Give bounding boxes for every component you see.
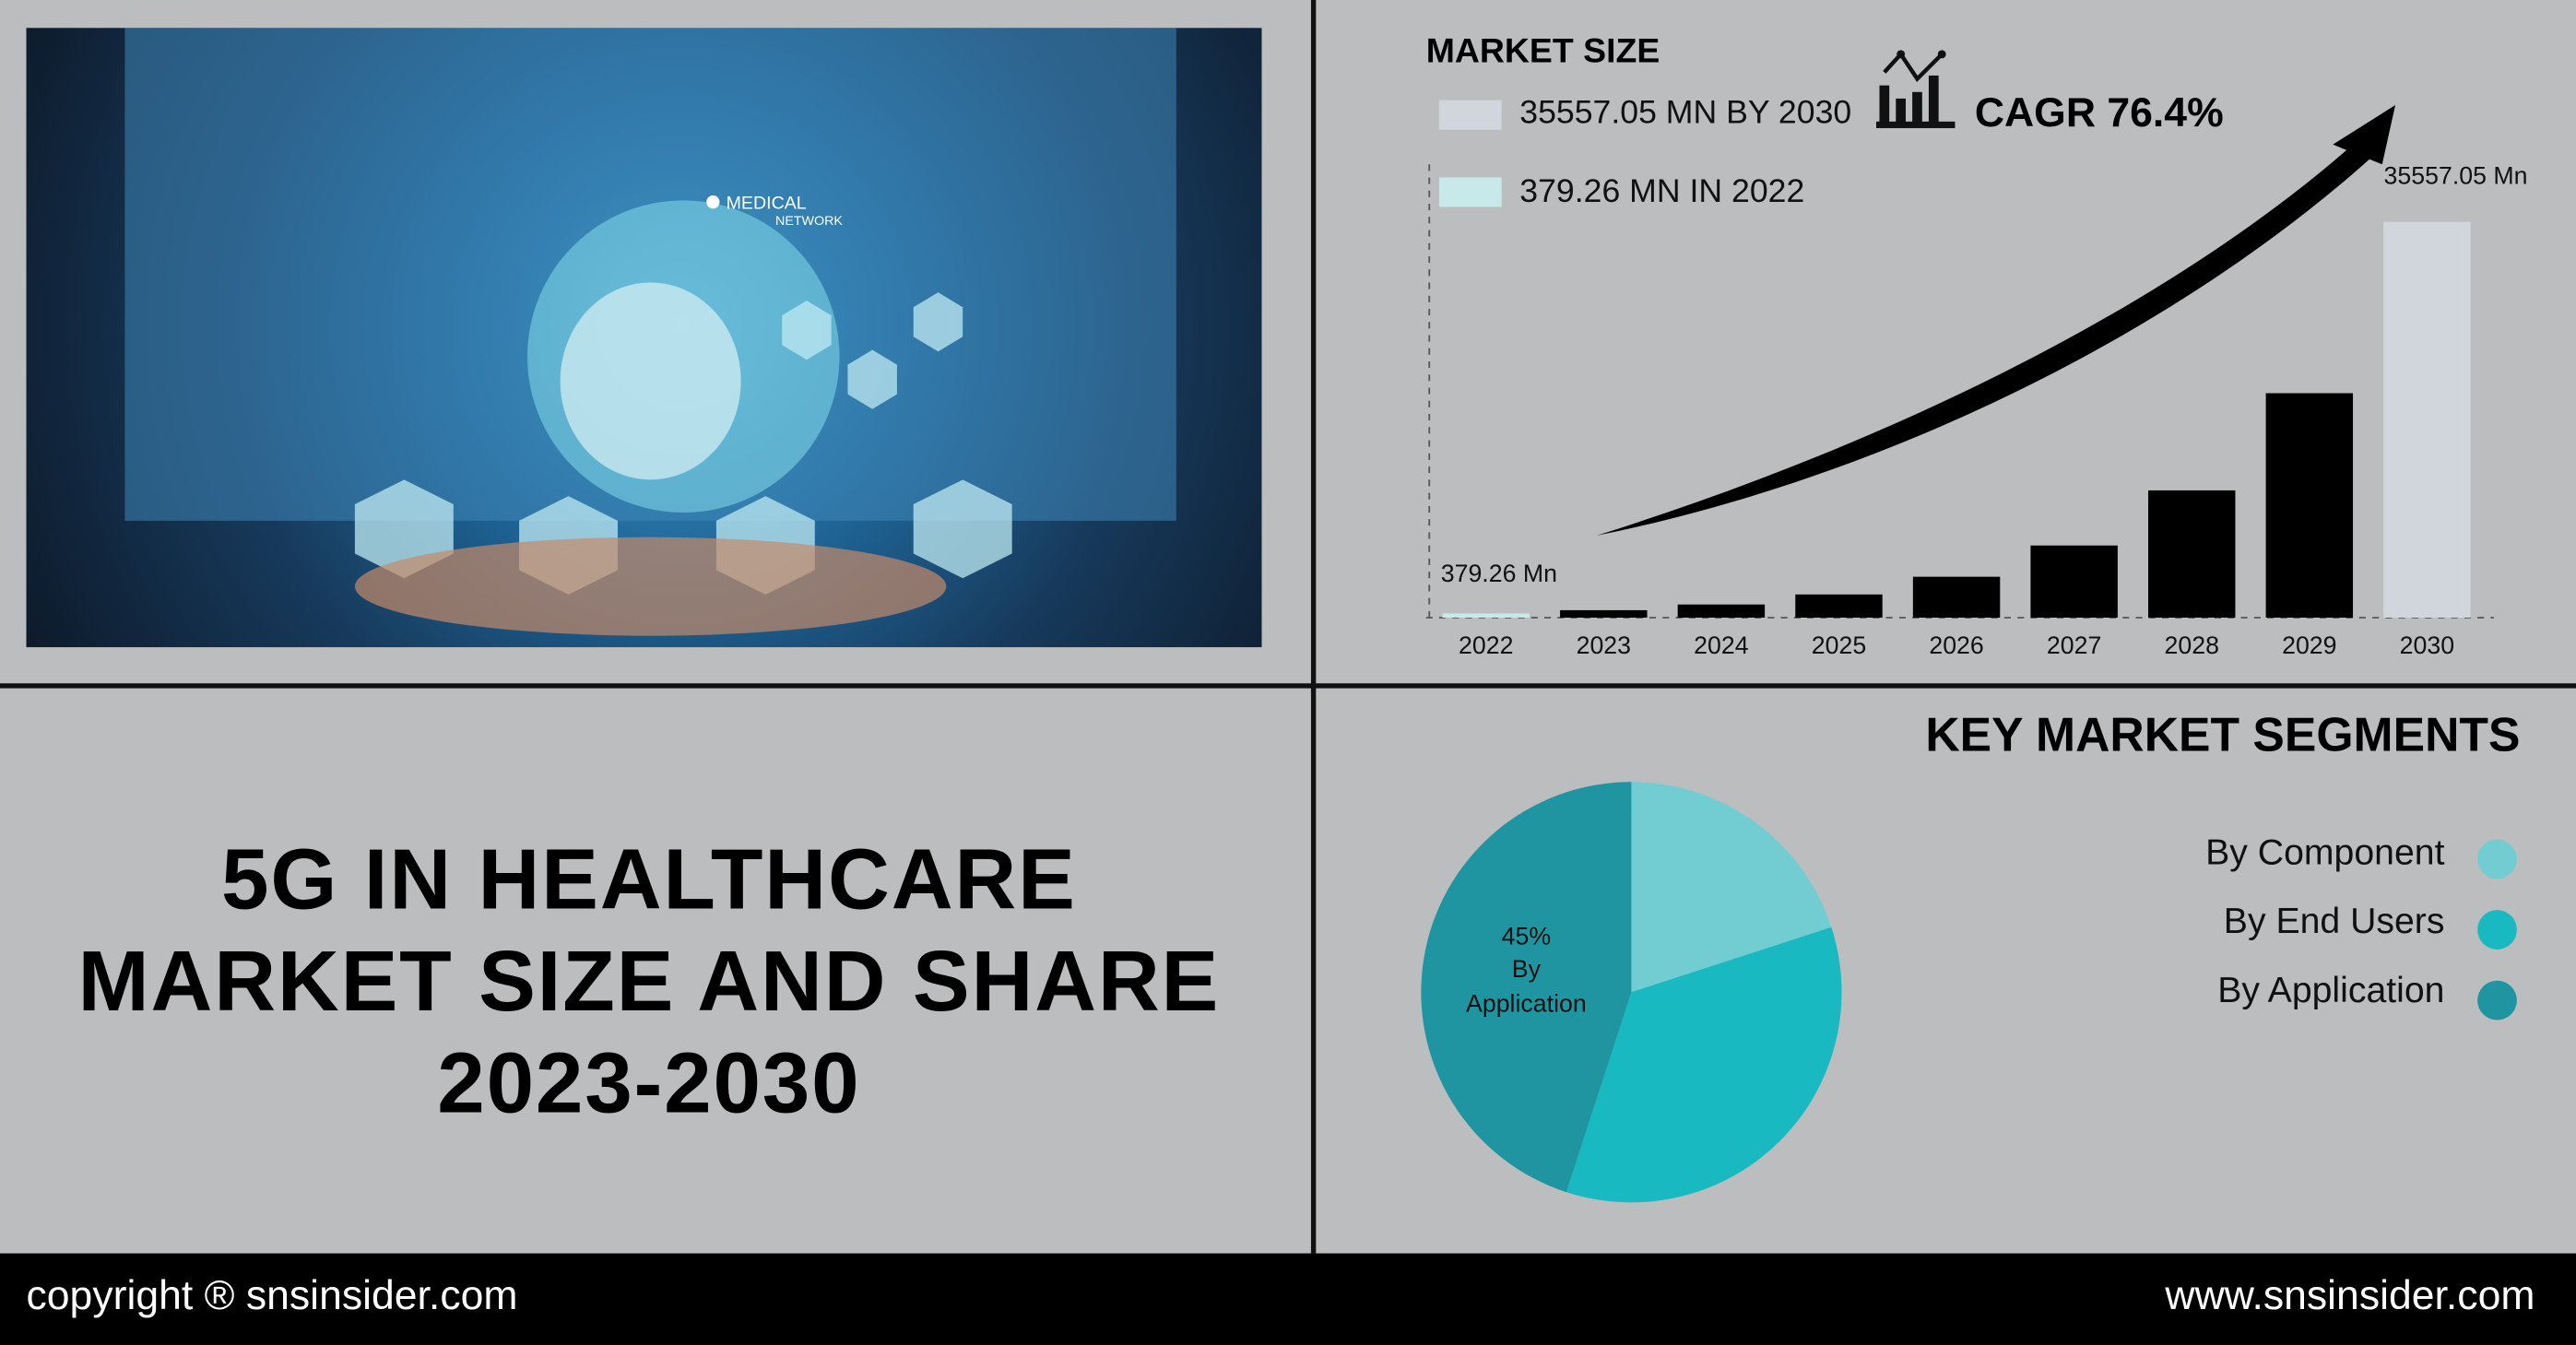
legend-dot-2	[2477, 980, 2517, 1021]
title-line-1: 5G IN HEALTHCARE	[220, 832, 1077, 928]
slice-label-name: Application	[1466, 990, 1587, 1018]
title-line-3: 2023-2030	[437, 1036, 861, 1132]
medical-network-illustration: MEDICAL NETWORK	[124, 28, 1176, 636]
slice-label-by: By	[1512, 955, 1542, 983]
segments-pie-chart: 45% By Application	[1421, 782, 1842, 1203]
bar-2025	[1795, 594, 1883, 618]
horizontal-divider	[0, 683, 2576, 689]
legend-swatch-2030	[1438, 100, 1502, 130]
bar-2024	[1677, 604, 1766, 618]
legend-label-0: By Component	[2205, 831, 2445, 873]
x-tick-2029: 2029	[2282, 631, 2336, 659]
bar-2026	[1912, 576, 2001, 618]
market-size-heading: MARKET SIZE	[1425, 32, 1660, 71]
photo-caption-network: NETWORK	[775, 214, 843, 229]
pie-slice-by-component	[1631, 782, 1832, 993]
slice-label-value: 45%	[1502, 923, 1551, 950]
x-tick-2027: 2027	[2047, 631, 2101, 659]
data-label-2030: 35557.05 Mn	[2384, 162, 2528, 190]
legend-2022: 379.26 MN IN 2022	[1519, 173, 1805, 211]
legend-label-2: By Application	[2217, 969, 2445, 1010]
photo-caption-medical: MEDICAL	[727, 193, 807, 213]
website-link[interactable]: www.snsinsider.com	[2165, 1272, 2535, 1319]
pie-slice-by-end-users	[1566, 926, 1842, 1203]
cagr-label: CAGR 76.4%	[1974, 90, 2224, 136]
data-label-2022: 379.26 Mn	[1441, 560, 1557, 587]
x-tick-2022: 2022	[1459, 631, 1513, 659]
bar-2022	[1442, 613, 1530, 618]
growth-arrowhead	[2333, 105, 2396, 165]
title-line-2: MARKET SIZE AND SHARE	[77, 934, 1221, 1031]
legend-dot-0	[2477, 839, 2517, 879]
x-tick-2025: 2025	[1812, 631, 1866, 659]
bar-2028	[2148, 490, 2236, 618]
bar-2027	[2030, 545, 2118, 618]
legend-swatch-2022	[1438, 177, 1502, 207]
bar-2023	[1560, 609, 1648, 618]
bar-chart-trend-icon	[1875, 50, 1956, 128]
x-tick-2024: 2024	[1694, 631, 1749, 659]
x-tick-2030: 2030	[2400, 631, 2454, 659]
healthcare-photo: MEDICAL NETWORK	[26, 28, 1262, 648]
pie-slice-by-application	[1421, 782, 1632, 1193]
segments-heading: KEY MARKET SEGMENTS	[1925, 709, 2521, 762]
x-tick-2023: 2023	[1577, 631, 1631, 659]
x-tick-2026: 2026	[1929, 631, 1983, 659]
legend-dot-1	[2477, 910, 2517, 950]
copyright-text: copyright ® snsinsider.com	[26, 1272, 518, 1319]
legend-label-1: By End Users	[2223, 900, 2445, 942]
x-tick-2028: 2028	[2165, 631, 2219, 659]
bar-2029	[2265, 393, 2354, 618]
bar-2030	[2383, 221, 2471, 618]
vertical-divider	[1310, 0, 1317, 1254]
footer: copyright ® snsinsider.com www.snsinside…	[0, 1253, 2576, 1345]
legend-2030: 35557.05 MN BY 2030	[1519, 95, 1852, 132]
market-size-bar-chart: 2022 2023 2024 2025 2026 2027 2028 2029 2030 379…	[1425, 105, 2528, 659]
page-title: 5G IN HEALTHCARE MARKET SIZE AND SHARE 2…	[0, 830, 1298, 1135]
